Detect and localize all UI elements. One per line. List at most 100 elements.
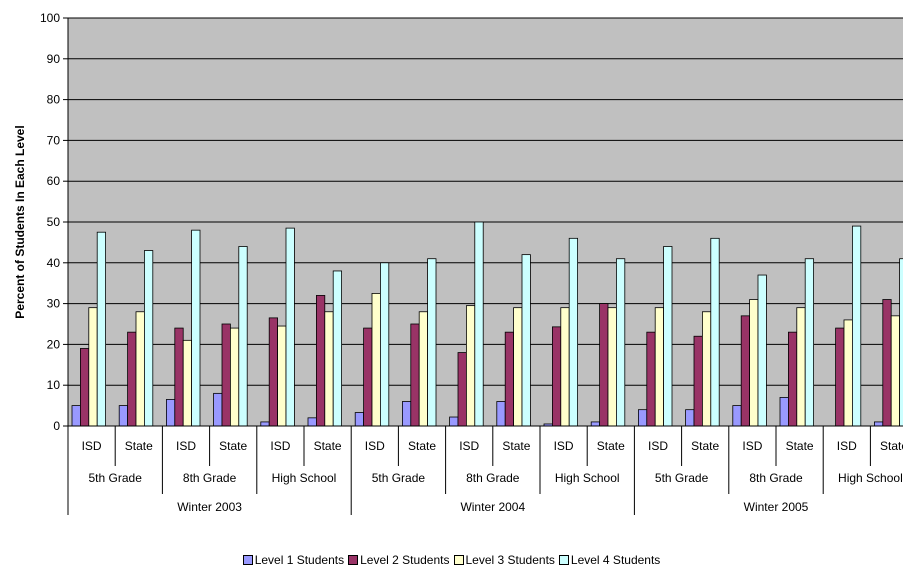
- bar-level-1-students: [118, 405, 128, 427]
- y-tick-label: 0: [53, 419, 60, 433]
- bar-level-2-students: [221, 323, 231, 427]
- bar-level-3-students: [560, 307, 570, 427]
- bar-level-3-students: [182, 339, 192, 427]
- legend-item: Level 2 Students: [348, 553, 450, 567]
- x-tick-label: State: [502, 439, 530, 453]
- grade-label: 5th Grade: [89, 471, 143, 485]
- grade-label: 5th Grade: [372, 471, 426, 485]
- bar-level-3-students: [371, 292, 381, 427]
- bar-level-3-students: [135, 311, 145, 427]
- bar-level-4-students: [616, 258, 626, 427]
- bar-level-1-students: [874, 421, 884, 427]
- y-tick-label: 10: [47, 378, 61, 392]
- bar-level-4-students: [521, 254, 531, 427]
- bar-level-3-students: [749, 299, 759, 427]
- legend: Level 1 Students Level 2 Students Level 3 …: [0, 553, 903, 567]
- period-label: Winter 2004: [460, 500, 525, 514]
- legend-item: Level 4 Students: [558, 553, 661, 567]
- bar-level-2-students: [693, 335, 703, 427]
- bar-level-2-students: [504, 331, 515, 427]
- bar-level-4-students: [710, 237, 720, 427]
- bar-level-4-students: [757, 274, 767, 427]
- x-tick-label: ISD: [459, 439, 479, 453]
- bar-level-1-students: [779, 397, 789, 427]
- bar-level-3-students: [465, 305, 476, 427]
- legend-swatch: [348, 555, 359, 565]
- x-tick-label: State: [786, 439, 814, 453]
- bar-level-1-students: [307, 417, 317, 427]
- x-tick-label: State: [314, 439, 342, 453]
- y-tick-label: 40: [47, 256, 61, 270]
- bar-level-3-students: [702, 311, 712, 427]
- bar-level-4-students: [852, 225, 862, 427]
- bar-level-2-students: [127, 331, 137, 427]
- legend-label: Level 4 Students: [570, 553, 661, 567]
- x-tick-label: ISD: [270, 439, 290, 453]
- x-tick-label: State: [597, 439, 625, 453]
- y-tick-label: 100: [40, 11, 60, 25]
- bar-level-1-students: [496, 401, 506, 427]
- x-tick-label: ISD: [365, 439, 385, 453]
- x-tick-label: ISD: [554, 439, 574, 453]
- period-label: Winter 2003: [177, 500, 242, 514]
- x-tick-label: ISD: [837, 439, 857, 453]
- grade-label: High School: [838, 471, 903, 485]
- bar-level-1-students: [401, 401, 412, 427]
- x-tick-label: ISD: [176, 439, 196, 453]
- grade-label: 5th Grade: [655, 471, 709, 485]
- y-tick-label: 50: [47, 215, 61, 229]
- bar-level-4-students: [427, 258, 437, 427]
- bar-level-2-students: [740, 315, 751, 427]
- legend-label: Level 2 Students: [360, 553, 450, 567]
- bar-level-1-students: [685, 409, 695, 427]
- bar-level-2-students: [174, 327, 184, 427]
- x-tick-label: State: [219, 439, 247, 453]
- bar-level-3-students: [843, 319, 853, 427]
- bar-level-1-students: [260, 421, 270, 427]
- bar-level-1-students: [732, 405, 742, 427]
- bar-level-4-students: [332, 270, 343, 427]
- bar-level-2-students: [315, 295, 326, 427]
- bar-level-1-students: [213, 392, 223, 427]
- legend-swatch: [453, 555, 464, 565]
- bar-level-4-students: [899, 258, 903, 427]
- bar-level-4-students: [804, 258, 815, 427]
- bar-level-4-students: [474, 221, 484, 427]
- bar-level-2-students: [835, 327, 845, 427]
- legend-item: Level 1 Students: [242, 553, 345, 567]
- bar-level-2-students: [410, 323, 420, 427]
- bar-level-4-students: [285, 227, 295, 427]
- bar-level-1-students: [354, 412, 365, 427]
- y-tick-label: 60: [47, 174, 61, 188]
- x-tick-label: ISD: [648, 439, 668, 453]
- period-label: Winter 2005: [744, 500, 809, 514]
- bar-level-4-students: [191, 229, 201, 427]
- bar-level-1-students: [590, 421, 601, 427]
- bar-level-3-students: [88, 307, 98, 427]
- bar-level-2-students: [268, 317, 279, 427]
- bar-level-3-students: [229, 327, 240, 427]
- bar-level-2-students: [552, 326, 562, 427]
- bar-level-2-students: [788, 331, 798, 427]
- grade-label: 8th Grade: [466, 471, 520, 485]
- bar-level-1-students: [449, 416, 459, 427]
- y-tick-label: 20: [47, 337, 61, 351]
- bar-level-2-students: [646, 331, 656, 427]
- y-tick-label: 70: [47, 133, 61, 147]
- grade-label: High School: [272, 471, 337, 485]
- legend-item: Level 3 Students: [453, 553, 555, 567]
- bar-level-1-students: [638, 409, 648, 427]
- bar-level-4-students: [96, 231, 106, 427]
- x-tick-label: ISD: [82, 439, 102, 453]
- x-tick-label: State: [691, 439, 719, 453]
- legend-label: Level 1 Students: [254, 553, 345, 567]
- grade-label: 8th Grade: [749, 471, 803, 485]
- bar-level-3-students: [607, 307, 617, 427]
- bar-level-1-students: [165, 399, 176, 427]
- x-tick-label: State: [880, 439, 903, 453]
- y-axis-title: Percent of Students In Each Level: [13, 125, 27, 318]
- y-tick-label: 30: [47, 297, 61, 311]
- legend-label: Level 3 Students: [465, 553, 555, 567]
- bar-level-2-students: [457, 352, 467, 427]
